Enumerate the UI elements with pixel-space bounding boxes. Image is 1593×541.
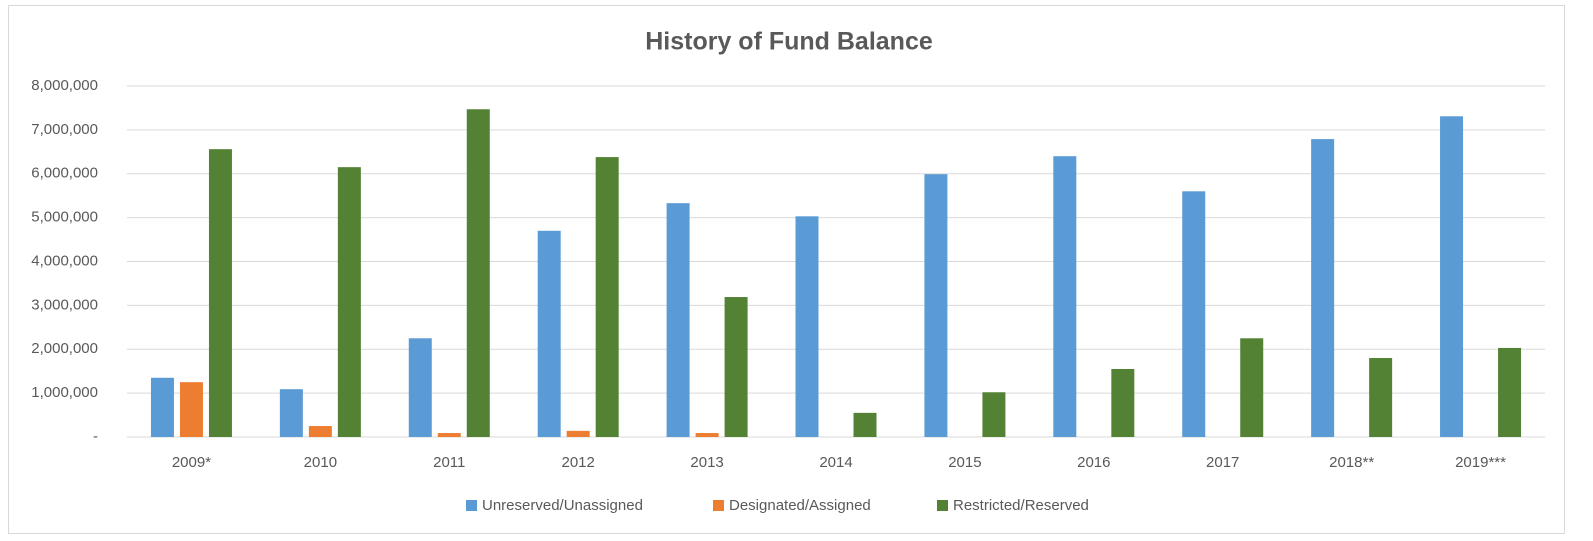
y-tick-label: 6,000,000 xyxy=(31,165,98,182)
bar xyxy=(1111,368,1135,437)
y-tick-label: 2,000,000 xyxy=(31,340,98,357)
bar xyxy=(537,230,561,437)
bar xyxy=(208,149,232,437)
bar xyxy=(695,433,719,437)
x-tick-label: 2012 xyxy=(561,454,594,471)
y-tick-label: 7,000,000 xyxy=(31,121,98,138)
bar xyxy=(1369,358,1393,437)
chart-border xyxy=(8,5,1565,534)
y-tick-label: 4,000,000 xyxy=(31,252,98,269)
x-tick-label: 2019*** xyxy=(1455,454,1506,471)
bar xyxy=(566,430,590,437)
bar xyxy=(279,389,303,437)
x-tick-label: 2018** xyxy=(1329,454,1374,471)
bar xyxy=(466,109,490,437)
bar xyxy=(666,203,690,437)
bar xyxy=(150,377,174,437)
legend-swatch xyxy=(466,500,477,511)
y-tick-label: - xyxy=(93,428,98,445)
x-tick-label: 2015 xyxy=(948,454,981,471)
bar xyxy=(1240,338,1264,437)
legend-label: Restricted/Reserved xyxy=(953,497,1089,514)
legend-swatch xyxy=(713,500,724,511)
y-tick-label: 1,000,000 xyxy=(31,384,98,401)
x-tick-label: 2014 xyxy=(819,454,852,471)
bar xyxy=(853,412,877,437)
bar xyxy=(337,167,361,437)
bar xyxy=(1182,191,1206,437)
x-tick-label: 2017 xyxy=(1206,454,1239,471)
bar xyxy=(437,433,461,437)
y-tick-label: 5,000,000 xyxy=(31,209,98,226)
legend-label: Unreserved/Unassigned xyxy=(482,497,643,514)
bar xyxy=(595,157,619,437)
bar xyxy=(924,174,948,437)
y-tick-label: 8,000,000 xyxy=(31,77,98,94)
legend-swatch xyxy=(937,500,948,511)
x-tick-label: 2016 xyxy=(1077,454,1110,471)
bar xyxy=(1053,156,1077,437)
bar xyxy=(1311,139,1335,437)
bar xyxy=(795,216,819,437)
bar xyxy=(724,297,748,437)
bar xyxy=(1440,116,1464,438)
chart-title: History of Fund Balance xyxy=(645,28,933,56)
bar xyxy=(982,392,1006,437)
x-tick-label: 2013 xyxy=(690,454,723,471)
x-tick-label: 2011 xyxy=(433,454,465,471)
bar xyxy=(308,426,332,437)
bar xyxy=(179,382,203,437)
x-tick-label: 2010 xyxy=(304,454,337,471)
bar xyxy=(1498,347,1522,437)
x-tick-label: 2009* xyxy=(172,454,211,471)
bar xyxy=(408,338,432,437)
legend-label: Designated/Assigned xyxy=(729,497,871,514)
y-tick-label: 3,000,000 xyxy=(31,296,98,313)
